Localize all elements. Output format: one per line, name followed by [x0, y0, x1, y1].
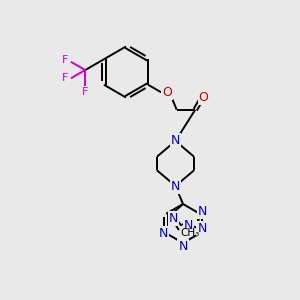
Text: N: N [171, 180, 180, 193]
Text: N: N [171, 134, 180, 147]
Text: F: F [62, 73, 69, 83]
Text: O: O [162, 86, 172, 99]
Text: N: N [159, 227, 168, 240]
Text: N: N [169, 212, 178, 225]
Text: N: N [184, 219, 193, 232]
Text: N: N [198, 205, 207, 218]
Text: N: N [197, 222, 207, 235]
Text: F: F [62, 55, 69, 65]
Text: N: N [178, 239, 188, 253]
Text: CH₃: CH₃ [180, 228, 200, 238]
Text: F: F [82, 87, 88, 97]
Text: O: O [199, 91, 208, 104]
